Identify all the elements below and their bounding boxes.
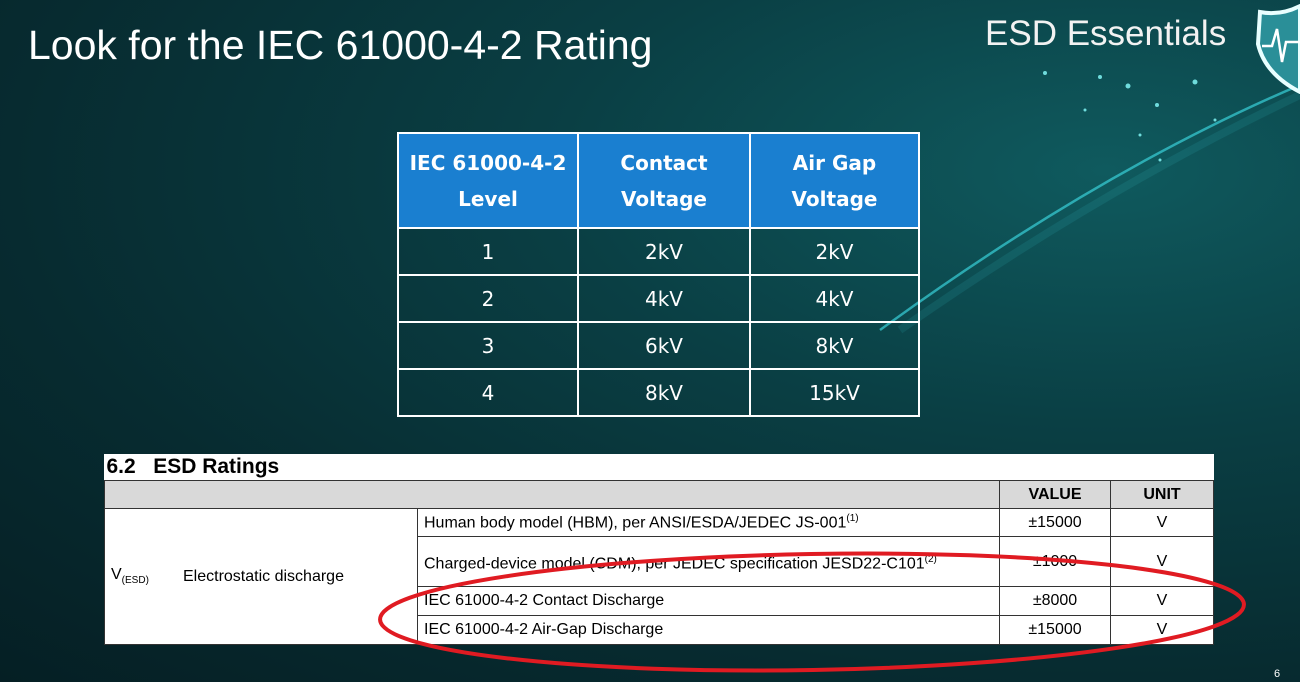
cell: 2kV — [749, 227, 920, 276]
header-contact-voltage: Contact Voltage — [577, 132, 751, 229]
slide-title: Look for the IEC 61000-4-2 Rating — [28, 22, 653, 68]
esd-table-caption: 6.2 ESD Ratings — [104, 454, 1214, 481]
cell: 8kV — [749, 321, 920, 370]
condition-text: Charged-device model (CDM), per JEDEC sp… — [424, 555, 925, 573]
esd-ratings-table: 6.2 ESD Ratings VALUE UNIT V(ESD) Electr… — [104, 454, 1214, 645]
table-row: 2 4kV 4kV — [397, 274, 920, 323]
cell: 4 — [397, 368, 579, 417]
cell: 8kV — [577, 368, 751, 417]
parameter-cell: Electrostatic discharge — [177, 508, 418, 645]
cell: 1 — [397, 227, 579, 276]
iec-level-table: IEC 61000-4-2 Level Contact Voltage Air … — [397, 132, 920, 417]
footnote: (1) — [846, 512, 859, 524]
header-unit: UNIT — [1110, 480, 1214, 509]
table-row: 4 8kV 15kV — [397, 368, 920, 417]
unit-cell: V — [1110, 615, 1214, 645]
condition-cell: IEC 61000-4-2 Contact Discharge — [417, 586, 1000, 616]
table-row: V(ESD) Electrostatic discharge Human bod… — [104, 508, 1214, 645]
symbol-subscript: (ESD) — [121, 575, 149, 587]
condition-cell: IEC 61000-4-2 Air-Gap Discharge — [417, 615, 1000, 645]
cell: 2 — [397, 274, 579, 323]
symbol: V — [111, 566, 122, 584]
table-row: 1 2kV 2kV — [397, 227, 920, 276]
unit-cell: V — [1110, 536, 1214, 587]
value-cell: ±15000 — [999, 508, 1111, 537]
condition-cell: Human body model (HBM), per ANSI/ESDA/JE… — [417, 508, 1000, 537]
value-cell: ±15000 — [999, 615, 1111, 645]
brand-name: ESD Essentials — [985, 14, 1227, 53]
table-row: 3 6kV 8kV — [397, 321, 920, 370]
symbol-cell: V(ESD) — [104, 508, 177, 645]
header-blank — [104, 480, 1000, 509]
cell: 15kV — [749, 368, 920, 417]
unit-cell: V — [1110, 508, 1214, 537]
header-level: IEC 61000-4-2 Level — [397, 132, 579, 229]
cell: 4kV — [749, 274, 920, 323]
header-value: VALUE — [999, 480, 1111, 509]
condition-text: Human body model (HBM), per ANSI/ESDA/JE… — [424, 514, 847, 532]
page-number: 6 — [1274, 668, 1281, 680]
unit-cell: V — [1110, 586, 1214, 616]
value-cell: ±8000 — [999, 586, 1111, 616]
condition-cell: Charged-device model (CDM), per JEDEC sp… — [417, 536, 1000, 587]
cell: 2kV — [577, 227, 751, 276]
value-cell: ±1000 — [999, 536, 1111, 587]
cell: 4kV — [577, 274, 751, 323]
shield-heartbeat-icon — [1255, 4, 1300, 94]
header-air-gap-voltage: Air Gap Voltage — [749, 132, 920, 229]
cell: 6kV — [577, 321, 751, 370]
cell: 3 — [397, 321, 579, 370]
footnote: (2) — [924, 553, 937, 565]
